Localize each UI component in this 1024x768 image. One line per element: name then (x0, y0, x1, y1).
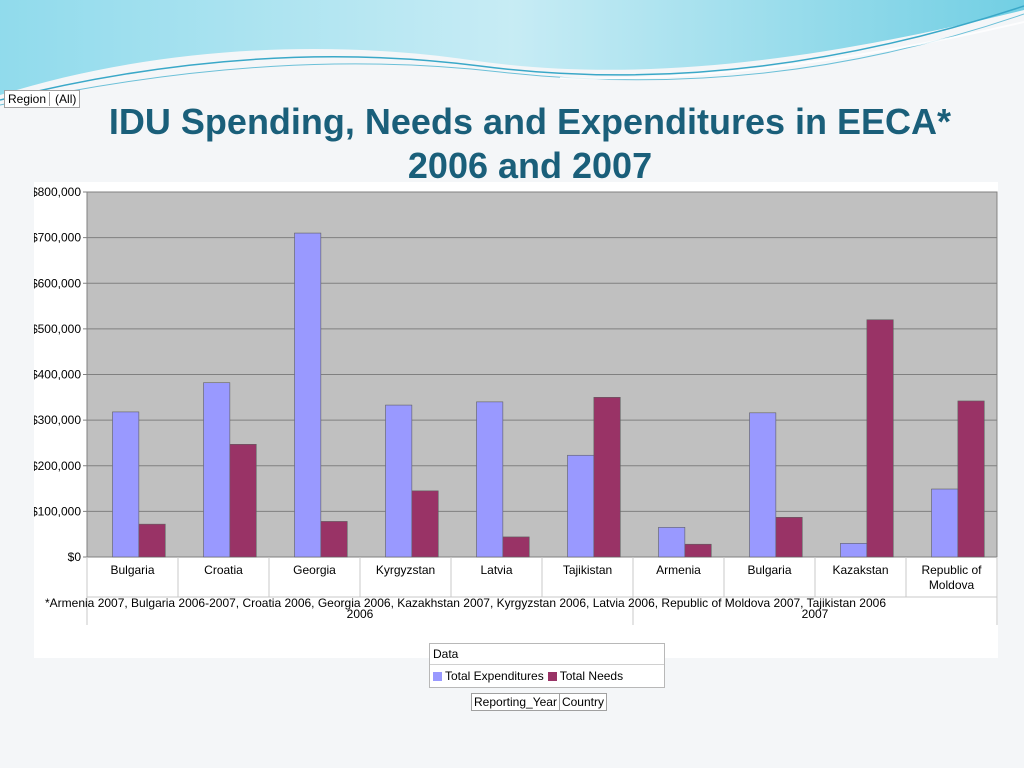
bar-needs (502, 536, 530, 558)
bar-needs (775, 517, 803, 558)
legend-label-expenditures: Total Expenditures (445, 669, 544, 683)
x-category-label: Tajikistan (563, 563, 612, 577)
x-category-label: Kyrgyzstan (376, 563, 435, 577)
bar-needs (320, 521, 348, 558)
legend-item-total-expenditures: Total Expenditures (433, 669, 544, 683)
y-tick-label: $500,000 (34, 322, 81, 336)
bar-expenditures (476, 401, 504, 558)
bar-needs (957, 400, 985, 558)
y-tick-label: $0 (68, 550, 82, 564)
x-group-label: 2006 (347, 607, 374, 621)
region-field-value[interactable]: (All) (55, 92, 77, 106)
y-tick-label: $100,000 (34, 504, 81, 518)
x-category-label: Armenia (656, 563, 701, 577)
title-line-1: IDU Spending, Needs and Expenditures in … (108, 101, 952, 142)
bar-needs (684, 543, 712, 558)
bar-needs (593, 397, 621, 558)
region-page-field[interactable]: Region (All) (4, 90, 81, 108)
x-category-label: Georgia (293, 563, 336, 577)
x-group-label: 2007 (802, 607, 829, 621)
bar-needs (411, 490, 439, 558)
legend-item-total-needs: Total Needs (547, 669, 624, 683)
x-category-label: Republic of (921, 563, 982, 577)
y-tick-label: $200,000 (34, 459, 81, 473)
row-fields: Reporting_Year Country (471, 693, 607, 711)
legend-swatch-expenditures (433, 671, 442, 681)
chart-legend[interactable]: Data Total Expenditures Total Needs (429, 643, 665, 688)
row-field-country[interactable]: Country (558, 694, 606, 710)
legend-data-field[interactable]: Data (430, 644, 664, 665)
legend-swatch-needs (547, 671, 557, 681)
bar-expenditures (749, 412, 777, 558)
slide-title: IDU Spending, Needs and Expenditures in … (40, 100, 1020, 188)
bar-expenditures (385, 404, 413, 558)
header-wave-decoration (0, 0, 1024, 106)
bar-expenditures (931, 488, 959, 558)
bar-expenditures (294, 232, 322, 558)
y-tick-label: $400,000 (34, 368, 81, 382)
x-category-label: Latvia (480, 563, 512, 577)
y-tick-label: $800,000 (34, 185, 81, 199)
region-field-label: Region (8, 92, 47, 106)
legend-label-needs: Total Needs (559, 669, 624, 683)
bar-needs (138, 523, 166, 558)
bar-needs (866, 319, 894, 558)
x-category-label: Bulgaria (747, 563, 791, 577)
y-tick-label: $700,000 (34, 231, 81, 245)
y-tick-label: $300,000 (34, 413, 81, 427)
footnote: *Armenia 2007, Bulgaria 2006-2007, Croat… (45, 596, 887, 610)
bar-expenditures (203, 382, 231, 558)
bar-expenditures (658, 527, 686, 558)
bar-expenditures (840, 543, 868, 558)
x-category-label: Moldova (929, 578, 975, 592)
title-line-2: 2006 and 2007 (407, 145, 653, 186)
row-field-reporting-year[interactable]: Reporting_Year (474, 695, 557, 709)
bar-expenditures (567, 454, 595, 558)
bar-chart: $0 $100,000 $200,000 $300,000 $400,000 $500,0… (34, 185, 998, 625)
bar-needs (229, 444, 257, 558)
x-category-label: Kazakstan (832, 563, 888, 577)
x-category-label: Bulgaria (110, 563, 154, 577)
x-category-label: Croatia (204, 563, 243, 577)
bar-expenditures (112, 411, 140, 558)
y-tick-label: $600,000 (34, 276, 81, 290)
chart-panel: $0 $100,000 $200,000 $300,000 $400,000 $500,0… (34, 182, 998, 658)
